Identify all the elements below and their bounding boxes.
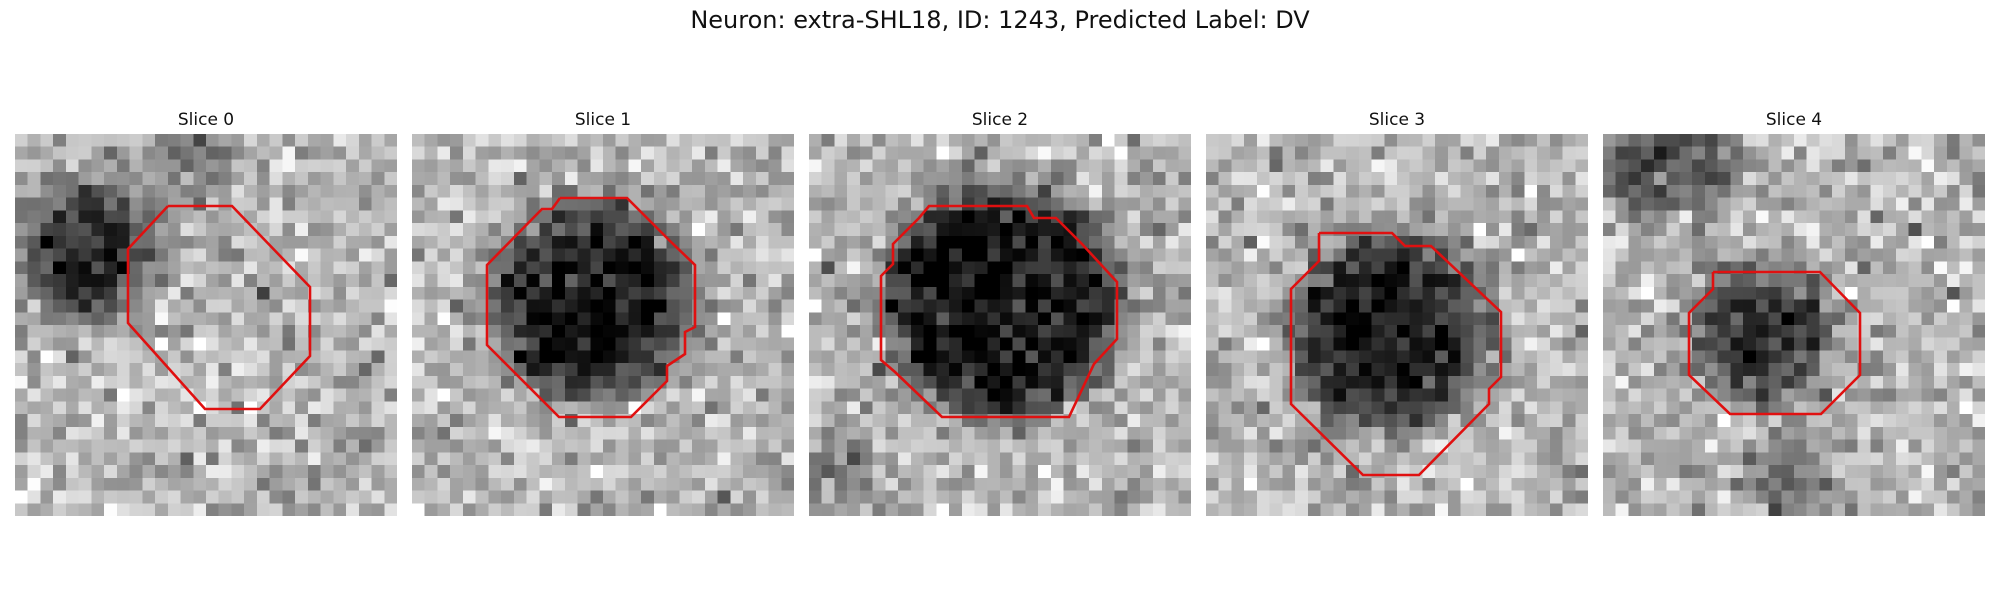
microscopy-slice-3 — [1206, 134, 1588, 516]
roi-contour-1 — [485, 196, 697, 419]
slice-image-3 — [1206, 134, 1588, 516]
roi-contour-2 — [879, 204, 1119, 419]
microscopy-slice-2 — [809, 134, 1191, 516]
microscopy-slice-4 — [1603, 134, 1985, 516]
roi-contour-0 — [126, 204, 312, 411]
slice-panel-4: Slice 4 — [1603, 108, 1985, 516]
slice-image-4 — [1603, 134, 1985, 516]
microscopy-slice-0 — [15, 134, 397, 516]
slice-title-2: Slice 2 — [971, 110, 1029, 130]
slice-title-0: Slice 0 — [177, 110, 235, 130]
slice-title-3: Slice 3 — [1368, 110, 1426, 130]
roi-contour-3 — [1289, 231, 1503, 477]
slice-panel-1: Slice 1 — [412, 108, 794, 516]
roi-contour-4 — [1687, 270, 1862, 416]
figure-title: Neuron: extra-SHL18, ID: 1243, Predicted… — [690, 6, 1310, 34]
slice-image-1 — [412, 134, 794, 516]
slice-panel-3: Slice 3 — [1206, 108, 1588, 516]
slice-image-0 — [15, 134, 397, 516]
slice-title-4: Slice 4 — [1765, 110, 1823, 130]
slice-panel-0: Slice 0 — [15, 108, 397, 516]
slice-image-2 — [809, 134, 1191, 516]
slice-panel-2: Slice 2 — [809, 108, 1191, 516]
slice-title-1: Slice 1 — [574, 110, 632, 130]
